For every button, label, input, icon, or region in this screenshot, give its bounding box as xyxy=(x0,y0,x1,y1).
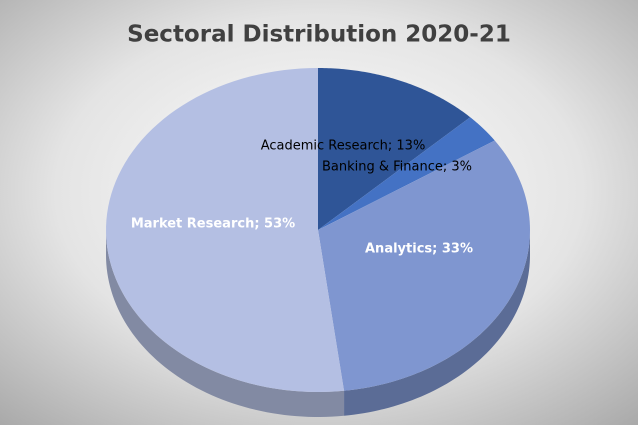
slice xyxy=(106,68,345,392)
slice xyxy=(318,68,471,230)
data-label: Market Research; 53% xyxy=(131,217,295,232)
data-label: Banking & Finance; 3% xyxy=(322,160,472,175)
slice xyxy=(318,140,530,391)
pie: Academic Research; 13% Banking & Finance;… xyxy=(106,68,530,417)
slice-side xyxy=(344,230,530,416)
data-label: Analytics; 33% xyxy=(365,242,473,257)
chart-title: Sectoral Distribution 2020-21 xyxy=(127,22,511,48)
slice-side xyxy=(106,230,345,417)
slice xyxy=(318,117,495,230)
data-label: Academic Research; 13% xyxy=(261,139,426,154)
